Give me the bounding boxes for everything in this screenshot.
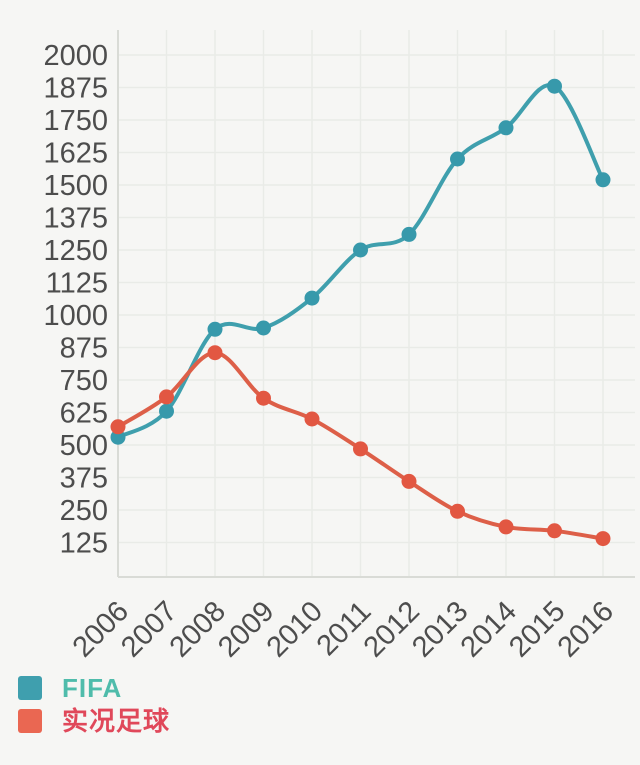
series-marker-fifa	[256, 320, 271, 336]
y-axis-tick-label: 2000	[43, 40, 108, 72]
legend-item-fifa: FIFA	[18, 673, 170, 703]
y-axis-tick-label: 1000	[43, 300, 108, 332]
y-axis-tick-label: 750	[60, 365, 108, 397]
series-marker-fifa	[595, 172, 611, 188]
series-marker-fifa	[547, 78, 562, 94]
series-marker-fifa	[110, 429, 126, 445]
fifa-legend-label: FIFA	[62, 673, 123, 703]
series-marker-fifa	[353, 242, 368, 258]
x-axis-tick-label: 2015	[503, 595, 571, 663]
legend-item-pes: 实况足球	[18, 706, 171, 736]
fifa-legend-swatch	[18, 676, 42, 700]
y-axis-tick-label: 500	[60, 430, 108, 462]
x-axis-tick-label: 2009	[212, 595, 280, 663]
series-marker-pes	[450, 503, 465, 519]
x-axis-tick-label: 2013	[406, 595, 474, 663]
y-axis-tick-label: 875	[60, 333, 108, 365]
series-marker-fifa	[401, 226, 417, 242]
y-axis-tick-label: 375	[60, 463, 108, 495]
series-marker-fifa	[304, 290, 320, 306]
series-marker-pes	[159, 389, 174, 405]
x-axis-tick-label: 2006	[67, 595, 135, 663]
series-marker-pes	[353, 441, 368, 457]
x-axis-tick-label: 2012	[358, 595, 426, 663]
pes-legend-label: 实况足球	[62, 706, 171, 736]
x-axis-tick-label: 2007	[115, 595, 183, 663]
x-axis-tick-label: 2016	[552, 595, 620, 663]
y-axis-tick-label: 1375	[43, 203, 108, 235]
series-marker-pes	[547, 523, 562, 539]
x-axis-tick-label: 2010	[261, 595, 329, 663]
series-marker-fifa	[498, 120, 514, 136]
series-marker-fifa	[450, 151, 465, 167]
series-marker-pes	[256, 390, 271, 406]
y-axis-tick-label: 250	[60, 495, 108, 527]
series-marker-fifa	[159, 403, 174, 419]
series-marker-pes	[401, 473, 417, 489]
x-axis-tick-label: 2008	[164, 595, 232, 663]
y-axis-tick-label: 1875	[43, 73, 108, 105]
y-axis-tick-label: 125	[60, 528, 108, 560]
pes-legend-swatch	[18, 709, 42, 733]
y-axis-tick-label: 1750	[43, 105, 108, 137]
y-axis-tick-label: 1500	[43, 170, 108, 202]
y-axis-tick-label: 1625	[43, 138, 108, 170]
series-marker-pes	[110, 419, 126, 435]
y-axis-tick-label: 625	[60, 398, 108, 430]
series-marker-pes	[207, 345, 223, 361]
series-marker-fifa	[207, 321, 223, 337]
x-axis-tick-label: 2014	[455, 595, 523, 663]
chart-legend: FIFA 实况足球	[18, 673, 171, 742]
y-axis-tick-label: 1125	[46, 268, 108, 300]
line-chart: 1252503755006257508751000112512501375150…	[43, 30, 635, 664]
y-axis-tick-label: 1250	[43, 235, 108, 267]
series-marker-pes	[498, 519, 514, 535]
series-marker-pes	[595, 531, 611, 547]
series-marker-pes	[304, 411, 320, 427]
